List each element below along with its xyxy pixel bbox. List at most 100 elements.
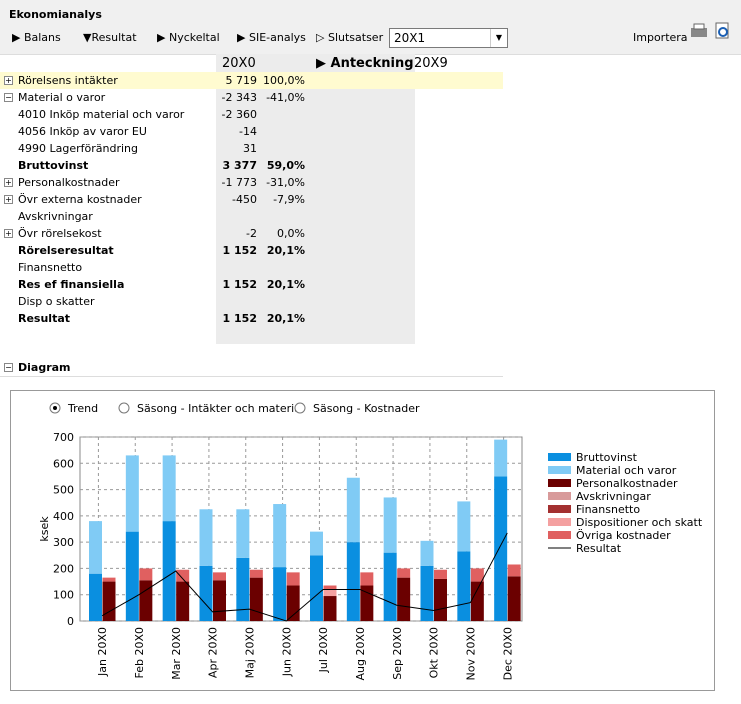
radio-label[interactable]: Säsong - Intäkter och material — [137, 402, 304, 415]
bar — [323, 596, 337, 621]
legend-swatch — [548, 466, 571, 474]
x-tick-label: Dec 20X0 — [501, 627, 514, 680]
bar — [507, 576, 521, 621]
icons — [691, 22, 729, 39]
year-select[interactable]: 20X1 ▼ — [389, 28, 508, 48]
bar — [213, 580, 226, 621]
bar — [383, 497, 397, 553]
row-label: Övr externa kostnader — [18, 193, 142, 206]
year-value[interactable]: 20X1 — [394, 31, 426, 45]
legend-swatch — [548, 518, 571, 526]
legend-label: Personalkostnader — [576, 477, 678, 490]
bar — [213, 572, 226, 581]
table-row: + Personalkostnader -1 773 -31,0% — [0, 174, 503, 191]
x-tick-label: Nov 20X0 — [464, 627, 477, 681]
bar — [434, 578, 447, 621]
bar — [102, 577, 116, 582]
x-tick-label: Aug 20X0 — [354, 627, 367, 681]
print-icon[interactable] — [691, 28, 707, 37]
table-row: + Övr rörelsekost -2 0,0% — [0, 225, 503, 242]
button[interactable]: ▶ SIE-analys — [237, 31, 306, 44]
legend-label: Material och varor — [576, 464, 677, 477]
bar — [249, 577, 263, 621]
button-label[interactable]: Resultat — [91, 31, 137, 44]
expander[interactable]: − — [4, 93, 13, 102]
x-tick-label: Jan 20X0 — [96, 627, 109, 677]
legend-label: Dispositioner och skatt — [576, 516, 703, 529]
section-title: Diagram — [18, 361, 71, 374]
row-value: 31 — [243, 142, 257, 155]
table-row: + Övr externa kostnader -450 -7,9% — [0, 191, 503, 208]
expander[interactable]: + — [4, 195, 13, 204]
row-value: -1 773 — [221, 176, 257, 189]
column-header-text: Anteckning — [330, 56, 414, 71]
row-label: 4010 Inköp material och varor — [18, 108, 185, 121]
y-tick-label: 300 — [53, 536, 74, 549]
bar — [470, 568, 484, 582]
bar — [346, 477, 360, 543]
radio[interactable] — [294, 402, 306, 414]
table-row: Bruttovinst 3 377 59,0% — [0, 157, 503, 174]
button[interactable]: ▼Resultat — [83, 31, 137, 44]
table-row: Resultat 1 152 20,1% — [0, 310, 503, 327]
bar — [102, 581, 116, 621]
row-label: 4990 Lagerförändring — [18, 142, 138, 155]
x-tick-label: Maj 20X0 — [243, 627, 256, 678]
button-label[interactable]: Balans — [23, 31, 61, 44]
legend-swatch — [548, 531, 571, 539]
table-row: Finansnetto — [0, 259, 503, 276]
row-percent: -7,9% — [273, 193, 305, 206]
bar — [273, 567, 287, 621]
button-label[interactable]: Nyckeltal — [168, 31, 220, 44]
row-percent: -41,0% — [266, 91, 305, 104]
row-label: Res ef finansiella — [18, 278, 125, 291]
legend-label: Övriga kostnader — [576, 529, 671, 542]
legend-label: Bruttovinst — [576, 451, 638, 464]
button-label[interactable]: SIE-analys — [248, 31, 306, 44]
y-tick-label: 100 — [53, 589, 74, 602]
radio-label[interactable]: Trend — [67, 402, 98, 415]
bar — [199, 565, 213, 621]
row-label: Personalkostnader — [18, 176, 120, 189]
table-row: Avskrivningar — [0, 208, 503, 225]
expander[interactable]: + — [4, 229, 13, 238]
expander[interactable]: + — [4, 76, 13, 85]
legend-label: Avskrivningar — [576, 490, 651, 503]
x-tick-label: Jul 20X0 — [317, 627, 330, 673]
row-value: -14 — [239, 125, 257, 138]
bar — [383, 552, 397, 621]
bar — [199, 509, 213, 566]
bar — [236, 509, 250, 558]
legend-swatch — [548, 492, 571, 500]
bar — [162, 455, 176, 522]
expander[interactable]: − — [4, 363, 13, 372]
bar — [162, 521, 176, 621]
button-label[interactable]: Slutsatser — [327, 31, 384, 44]
row-label: Disp o skatter — [18, 295, 95, 308]
button[interactable]: ▶ Nyckeltal — [157, 31, 220, 44]
bar — [457, 501, 471, 552]
expander[interactable]: + — [4, 178, 13, 187]
bar — [310, 531, 323, 556]
button[interactable]: ▷ Slutsatser — [316, 31, 384, 44]
toolbar: Ekonomianalys ▶ Balans ▼Resultat ▶ Nycke… — [0, 0, 741, 55]
row-percent: -31,0% — [266, 176, 305, 189]
table-row: 4010 Inköp material och varor -2 360 — [0, 106, 503, 123]
import-button[interactable]: Importera — [633, 31, 688, 44]
y-tick-label: 400 — [53, 510, 74, 523]
x-tick-label: Mar 20X0 — [170, 627, 183, 680]
y-tick-label: 0 — [67, 615, 74, 628]
legend-label: Finansnetto — [576, 503, 640, 516]
button[interactable]: ▶ Balans — [12, 31, 61, 44]
radio[interactable] — [118, 402, 130, 414]
y-tick-label: 200 — [53, 562, 74, 575]
row-percent: 0,0% — [277, 227, 305, 240]
table-row: 4990 Lagerförändring 31 — [0, 140, 503, 157]
legend-swatch — [548, 505, 571, 513]
radio-label[interactable]: Säsong - Kostnader — [313, 402, 420, 415]
value-column — [216, 54, 415, 344]
x-tick-label: Feb 20X0 — [133, 627, 146, 679]
bar — [397, 577, 411, 621]
row-label: Rörelsens intäkter — [18, 74, 118, 87]
